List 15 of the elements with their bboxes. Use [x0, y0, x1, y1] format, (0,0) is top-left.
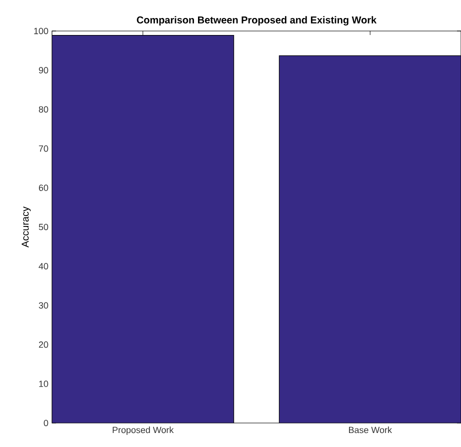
y-tick-label: 50	[38, 224, 48, 230]
chart-title: Comparison Between Proposed and Existing Work	[136, 16, 377, 26]
y-tick-label: 30	[38, 302, 48, 309]
y-tick-label: 0	[44, 420, 48, 426]
x-tick-label: Proposed Work	[112, 426, 174, 435]
y-axis-title: Accuracy	[22, 206, 31, 248]
y-tick-label: 20	[38, 341, 48, 348]
y-tick-label: 70	[38, 145, 48, 152]
y-tick-label: 90	[38, 67, 48, 74]
y-tick-label: 100	[34, 28, 48, 34]
y-tick-label: 10	[39, 380, 48, 387]
x-tick-label: Base Work	[349, 426, 392, 434]
y-tick-label: 80	[38, 106, 48, 113]
y-tick-label: 40	[38, 263, 48, 270]
y-tick-label: 60	[38, 184, 48, 191]
